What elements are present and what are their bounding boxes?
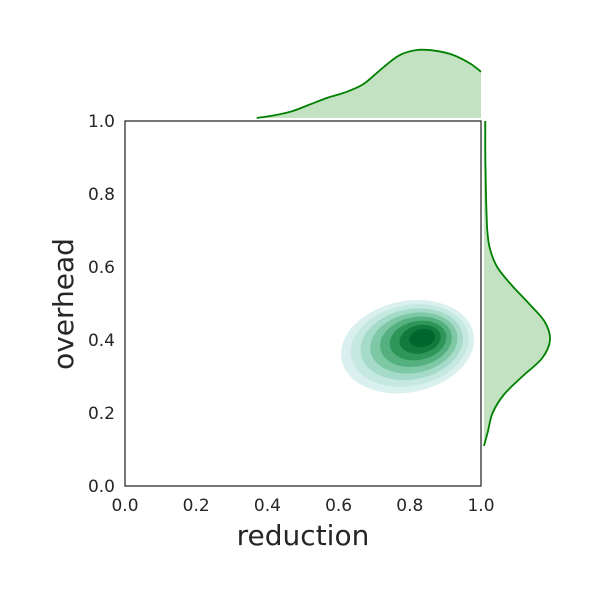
marginal-x-line bbox=[256, 48, 482, 119]
marginal-x-fill bbox=[256, 49, 481, 119]
x-axis-label: reduction bbox=[237, 519, 370, 552]
marginal-x-density bbox=[256, 48, 482, 119]
y-axis-ticks: 0.0 0.2 0.4 0.6 0.8 1.0 bbox=[88, 112, 115, 497]
x-tick-label: 1.0 bbox=[467, 496, 494, 516]
x-tick-label: 0.4 bbox=[254, 496, 281, 516]
x-tick-label: 0.6 bbox=[325, 496, 352, 516]
y-axis-label: overhead bbox=[47, 238, 80, 370]
y-tick-label: 0.0 bbox=[88, 477, 115, 497]
x-tick-label: 0.8 bbox=[396, 496, 423, 516]
x-tick-label: 0.0 bbox=[111, 496, 138, 516]
x-tick-label: 0.2 bbox=[183, 496, 210, 516]
joint-plot-frame bbox=[124, 120, 482, 487]
marginal-y-line bbox=[483, 120, 551, 447]
y-tick-label: 0.4 bbox=[88, 331, 115, 351]
joint-kde-contours bbox=[341, 300, 475, 394]
y-tick-label: 0.6 bbox=[88, 258, 115, 278]
y-tick-label: 0.2 bbox=[88, 404, 115, 424]
marginal-y-fill bbox=[484, 121, 551, 446]
x-axis-ticks: 0.0 0.2 0.4 0.6 0.8 1.0 bbox=[111, 496, 494, 516]
y-tick-label: 1.0 bbox=[88, 112, 115, 132]
kde-contour-level bbox=[409, 328, 436, 348]
marginal-y-density bbox=[483, 120, 551, 447]
y-tick-label: 0.8 bbox=[88, 185, 115, 205]
joint-plot-area bbox=[124, 120, 482, 487]
